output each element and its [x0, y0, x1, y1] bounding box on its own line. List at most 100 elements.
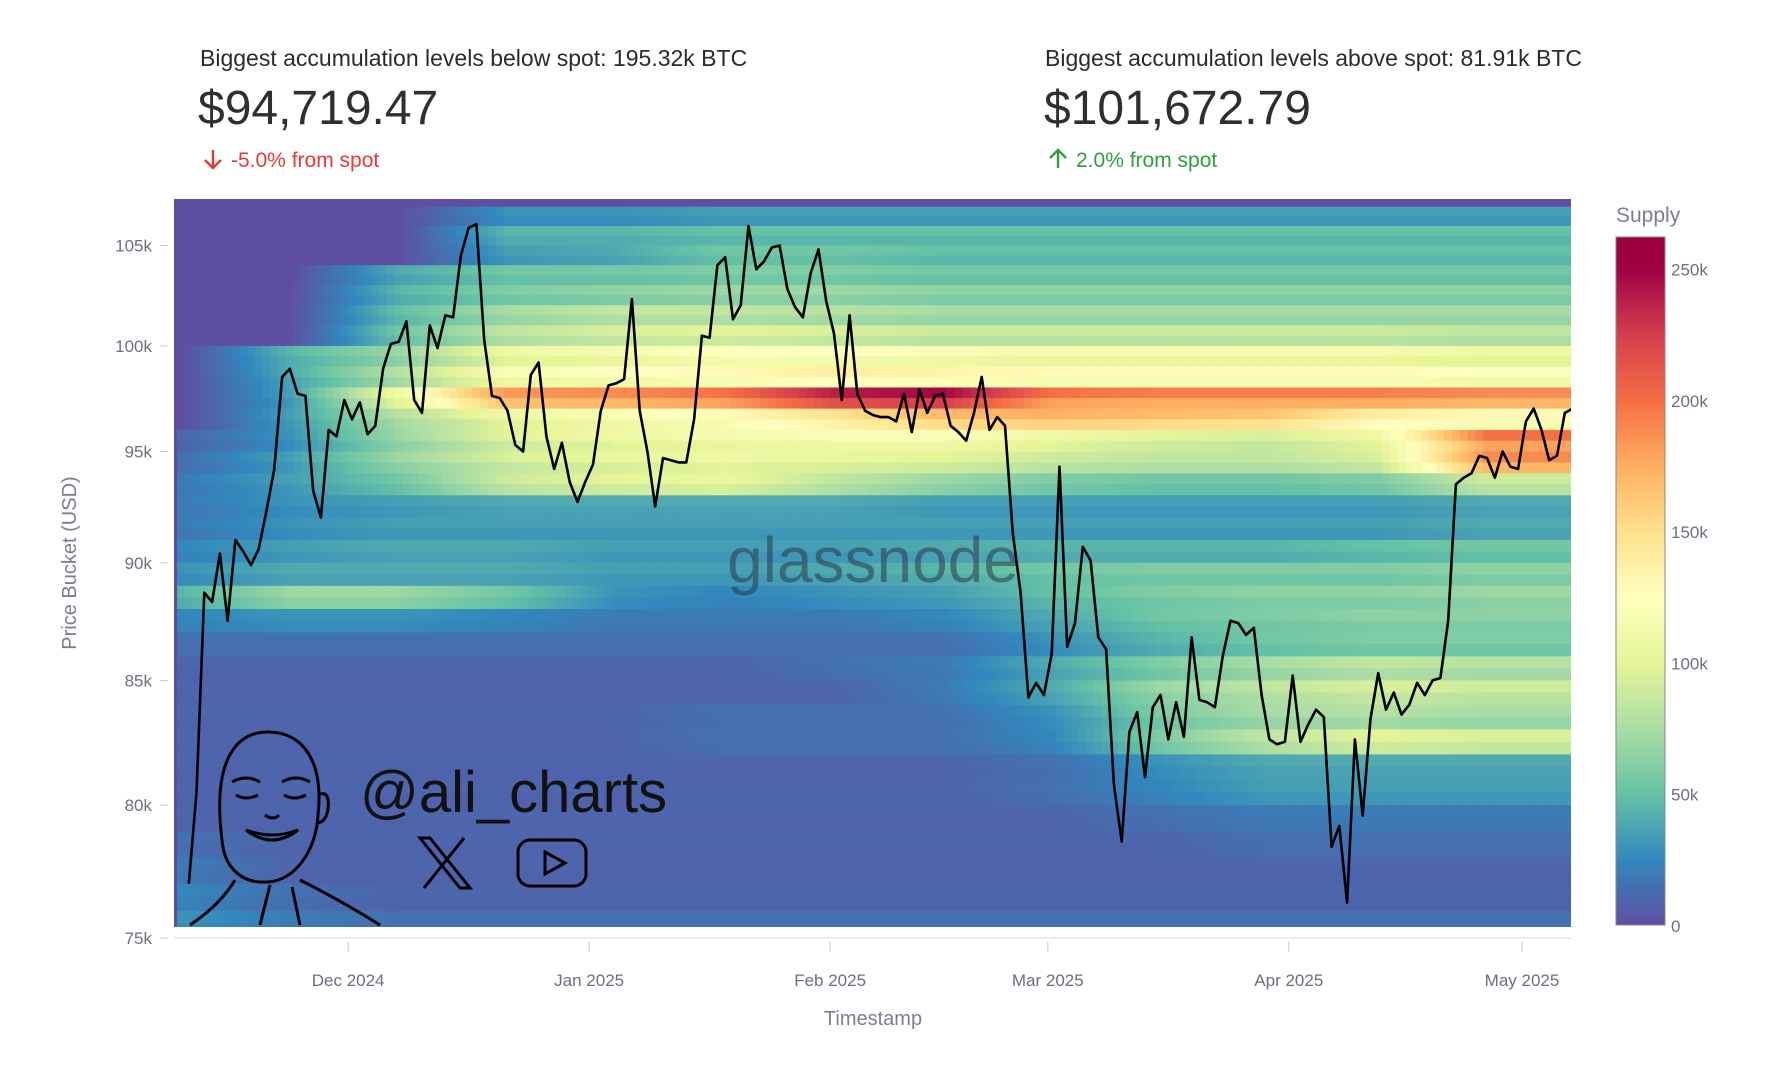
heatmap-cell	[736, 704, 746, 718]
heatmap-cell	[558, 818, 567, 832]
heatmap-cell	[666, 857, 676, 872]
heatmap-cell	[355, 206, 365, 217]
heatmap-cell	[332, 451, 341, 463]
heatmap-cell	[651, 831, 660, 845]
heatmap-cell	[480, 792, 489, 806]
heatmap-cell	[184, 226, 194, 237]
heatmap-cell	[573, 451, 582, 463]
heatmap-cell	[247, 620, 256, 634]
heatmap-cell	[239, 419, 248, 431]
heatmap-cell	[659, 668, 668, 681]
heatmap-cell	[216, 585, 225, 598]
heatmap-cell	[596, 717, 606, 730]
heatmap-cell	[581, 295, 590, 306]
heatmap-cell	[596, 620, 606, 634]
heatmap-cell	[472, 245, 481, 256]
heatmap-cell	[270, 924, 279, 927]
heatmap-cell	[223, 245, 233, 256]
heatmap-cell	[309, 729, 318, 743]
heatmap-cell	[698, 910, 707, 925]
heatmap-cell	[317, 206, 326, 217]
heatmap-cell	[666, 692, 676, 706]
heatmap-cell	[464, 377, 474, 389]
heatmap-cell	[721, 620, 730, 634]
heatmap-cell	[262, 585, 271, 598]
heatmap-cell	[184, 767, 194, 781]
heatmap-cell	[713, 528, 722, 541]
heatmap-cell	[690, 325, 699, 337]
heatmap-cell	[410, 656, 419, 669]
heatmap-cell	[433, 275, 443, 286]
heatmap-cell	[643, 366, 652, 378]
heatmap-cell	[565, 345, 575, 357]
heatmap-cell	[231, 729, 240, 743]
heatmap-cell	[775, 585, 785, 598]
heatmap-cell	[363, 356, 373, 368]
heatmap-cell	[612, 924, 621, 927]
heatmap-cell	[317, 585, 326, 598]
heatmap-cell	[332, 356, 341, 368]
heatmap-cell	[775, 484, 785, 496]
heatmap-cell	[550, 609, 559, 622]
heatmap-cell	[643, 857, 652, 872]
heatmap-cell	[363, 779, 373, 793]
heatmap-cell	[729, 779, 738, 793]
heatmap-cell	[558, 620, 567, 634]
heatmap-cell	[301, 245, 310, 256]
heatmap-cell	[216, 275, 225, 286]
heatmap-cell	[472, 844, 481, 858]
heatmap-cell	[713, 883, 722, 898]
heatmap-cell	[604, 206, 614, 217]
heatmap-cell	[239, 779, 248, 793]
heatmap-cell	[698, 440, 707, 453]
heatmap-cell	[239, 632, 248, 645]
heatmap-cell	[324, 883, 334, 898]
heatmap-cell	[542, 692, 551, 706]
heatmap-cell	[317, 315, 326, 326]
heatmap-cell	[488, 275, 497, 286]
heatmap-cell	[480, 506, 489, 519]
heatmap-cell	[767, 506, 777, 519]
heatmap-cell	[659, 924, 668, 927]
heatmap-cell	[208, 717, 217, 730]
heatmap-cell	[223, 315, 233, 326]
heatmap-cell	[371, 473, 380, 485]
heatmap-cell	[519, 245, 528, 256]
heatmap-cell	[410, 897, 419, 912]
heatmap-cell	[581, 235, 590, 247]
heatmap-cell	[192, 831, 202, 845]
heatmap-cell	[270, 562, 279, 575]
heatmap-cell	[216, 540, 225, 552]
heatmap-cell	[418, 506, 427, 519]
heatmap-cell	[433, 644, 443, 657]
heatmap-cell	[581, 574, 590, 587]
heatmap-cell	[558, 551, 567, 564]
heatmap-cell	[775, 495, 785, 507]
heatmap-cell	[526, 517, 536, 530]
heatmap-cell	[216, 429, 225, 442]
heatmap-cell	[239, 597, 248, 610]
heatmap-cell	[254, 692, 264, 706]
heatmap-cell	[682, 440, 691, 453]
heatmap-cell	[449, 597, 458, 610]
heatmap-cell	[565, 897, 575, 912]
heatmap-cell	[721, 462, 730, 474]
heatmap-cell	[721, 597, 730, 610]
heatmap-cell	[604, 235, 614, 247]
heatmap-cell	[200, 506, 209, 519]
heatmap-cell	[449, 517, 458, 530]
heatmap-cell	[542, 325, 551, 337]
heatmap-cell	[589, 870, 598, 885]
heatmap-cell	[651, 235, 660, 247]
heatmap-cell	[317, 325, 326, 337]
heatmap-cell	[698, 305, 707, 316]
heatmap-cell	[324, 620, 334, 634]
heatmap-cell	[651, 574, 660, 587]
heatmap-cell	[355, 792, 365, 806]
heatmap-cell	[262, 924, 271, 927]
heatmap-cell	[589, 528, 598, 541]
heatmap-cell	[278, 462, 287, 474]
heatmap-cell	[760, 495, 769, 507]
heatmap-cell	[674, 644, 683, 657]
heatmap-cell	[192, 235, 202, 247]
